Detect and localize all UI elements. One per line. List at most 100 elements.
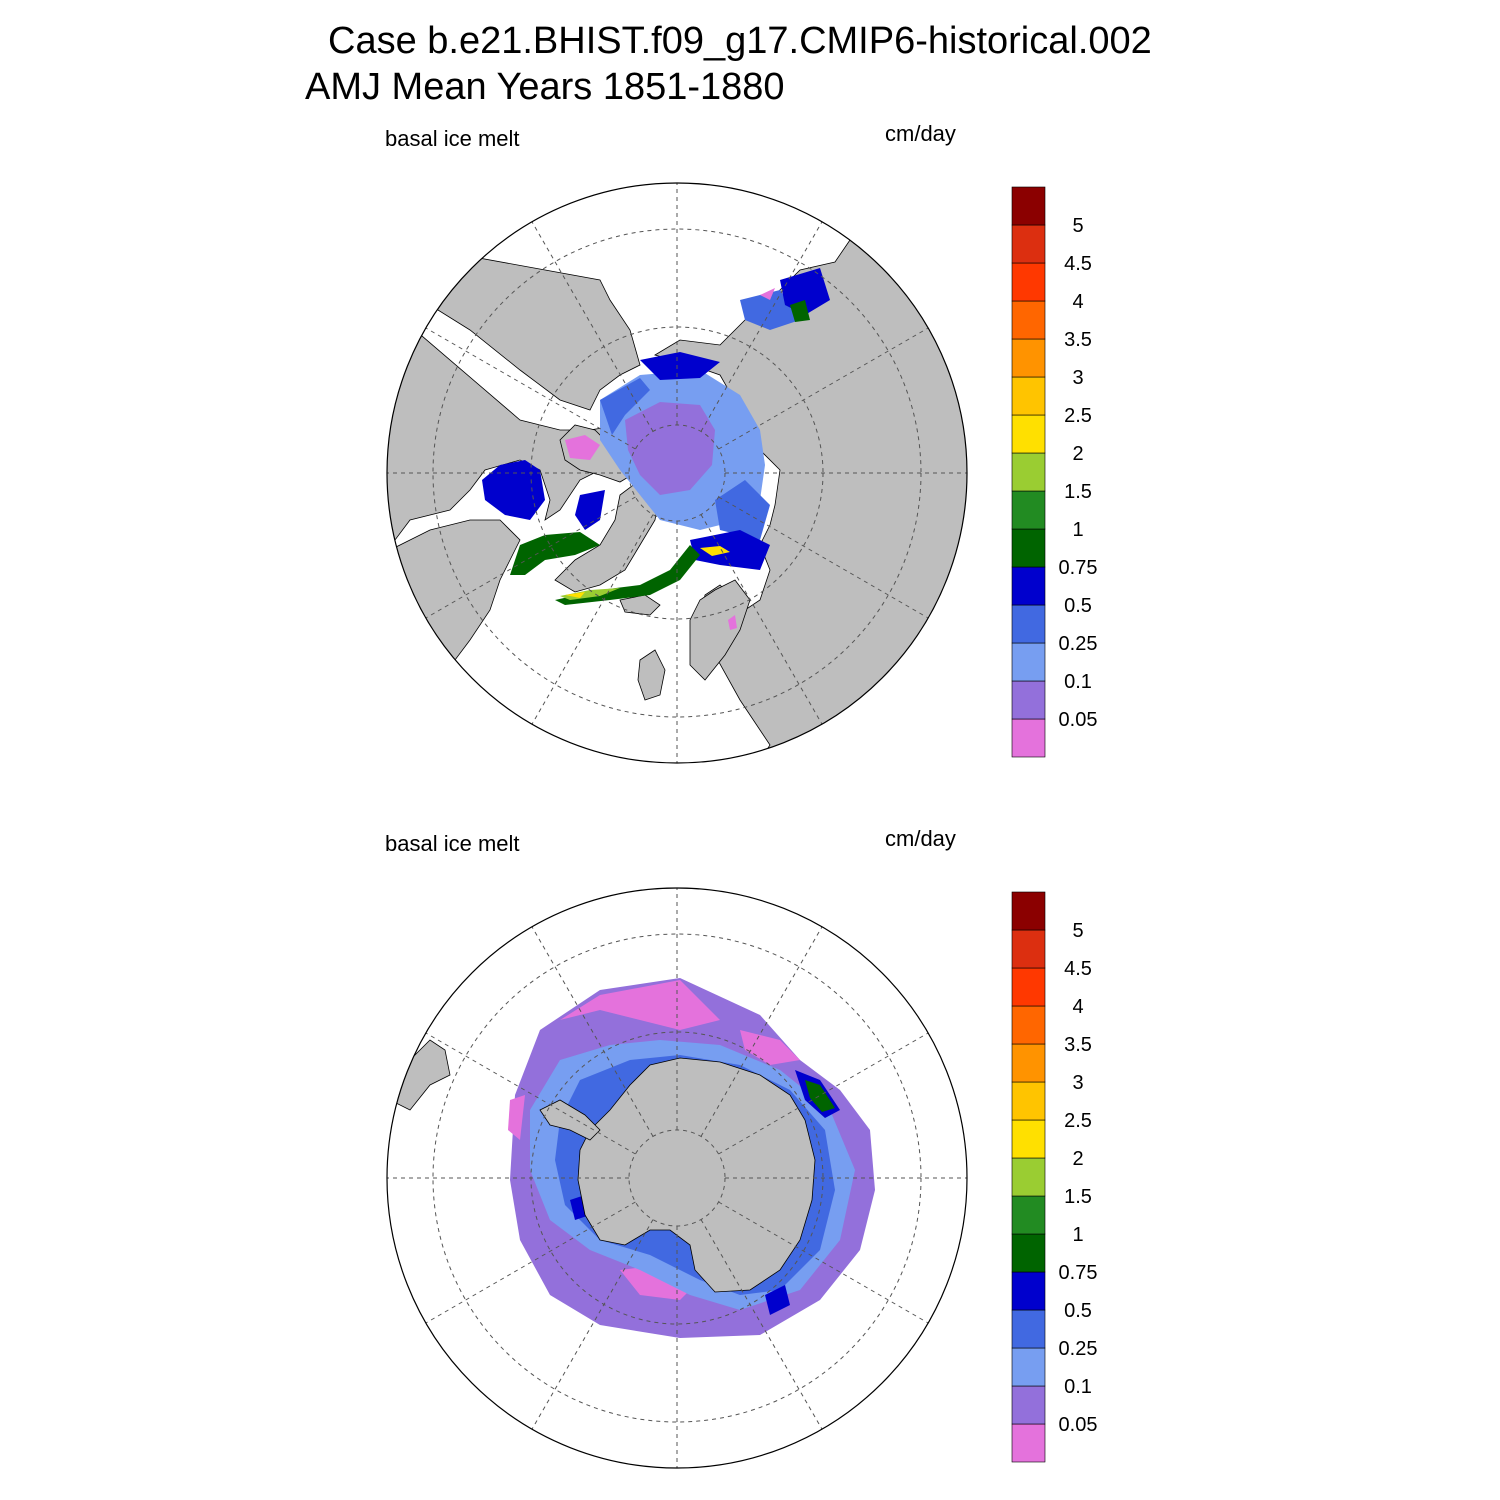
meridian-line [425, 496, 636, 619]
panel1-units-label: cm/day [885, 121, 956, 146]
melt-region-below-0.05 [740, 1030, 800, 1065]
colorbar-top-swatch [1011, 680, 1046, 720]
melt-region-0.5-0.75 [780, 268, 830, 315]
colorbar-bottom-swatch [1011, 1081, 1046, 1121]
antarctica-land [577, 1057, 816, 1293]
figure-title-line1: Case b.e21.BHIST.f09_g17.CMIP6-historica… [328, 20, 1152, 62]
colorbar-top-swatch [1011, 338, 1046, 378]
meridian-line [718, 1201, 929, 1324]
colorbar-bottom-swatch [1011, 1385, 1046, 1425]
colorbar-bottom-swatch [1011, 1423, 1046, 1463]
colorbar-bottom-swatch [1011, 967, 1046, 1007]
colorbar-bottom-tick-label: 4 [1072, 996, 1083, 1018]
melt-region-0.5-0.75 [640, 352, 720, 380]
panel1-variable-label: basal ice melt [385, 126, 520, 151]
melt-region-below-0.05 [560, 980, 720, 1030]
arctic-map-border [386, 182, 968, 764]
colorbar-top-tick-label: 3.5 [1064, 329, 1092, 351]
colorbar-bottom-swatch [1011, 1195, 1046, 1235]
colorbar-bottom-tick-label: 0.25 [1059, 1338, 1098, 1360]
colorbar-top-tick-label: 1 [1072, 519, 1083, 541]
colorbar-top-tick-label: 2.5 [1064, 405, 1092, 427]
british-isles-land [637, 649, 666, 701]
colorbar-top-tick-label: 0.75 [1059, 557, 1098, 579]
melt-region-2-2.5 [700, 546, 730, 556]
antarctic-map-panel [386, 887, 968, 1469]
colorbar-bottom-swatch [1011, 1309, 1046, 1349]
colorbar-bottom-tick-label: 0.5 [1064, 1300, 1092, 1322]
meridian-line [700, 1219, 823, 1430]
colorbar-top-tick-label: 0.1 [1064, 671, 1092, 693]
melt-region-0.05-0.1 [625, 402, 715, 495]
meridian-line [531, 221, 654, 432]
arctic-meridians [387, 183, 967, 763]
colorbar-top-swatch [1011, 642, 1046, 682]
colorbar-top-swatch [1011, 566, 1046, 606]
colorbar-top-swatch [1011, 186, 1046, 226]
colorbar-bottom-tick-label: 4.5 [1064, 958, 1092, 980]
colorbar-bottom-tick-label: 2.5 [1064, 1110, 1092, 1132]
figure-title-line2: AMJ Mean Years 1851-1880 [305, 66, 785, 108]
meridian-line [700, 926, 823, 1137]
meridian-line [700, 221, 823, 432]
colorbar-bottom-tick-label: 2 [1072, 1148, 1083, 1170]
panel2-variable-label: basal ice melt [385, 831, 520, 856]
colorbar-top-swatch [1011, 452, 1046, 492]
colorbar-bottom-tick-label: 0.1 [1064, 1376, 1092, 1398]
colorbar-bottom-tick-label: 3.5 [1064, 1034, 1092, 1056]
colorbar-bottom-swatch [1011, 1233, 1046, 1273]
melt-region-0.25-0.5 [600, 378, 650, 435]
colorbar-top-swatch [1011, 376, 1046, 416]
colorbar-top-swatch [1011, 262, 1046, 302]
colorbar-top: 0.05 0.1 0.25 0.5 0.75 1 1.5 2 2.5 3 3.5 4 4.5 5 [1011, 186, 1098, 758]
melt-region-0.75-1 [510, 532, 600, 575]
meridian-line [425, 1201, 636, 1324]
colorbar-bottom-tick-label: 1.5 [1064, 1186, 1092, 1208]
melt-region-0.5-0.75 [690, 530, 770, 570]
melt-region-0.5-0.75 [575, 490, 605, 530]
scandinavia-land [689, 579, 751, 681]
melt-region-0.75-1 [790, 300, 810, 322]
colorbar-top-tick-label: 2 [1072, 443, 1083, 465]
colorbar-top-tick-label: 5 [1072, 215, 1083, 237]
melt-region-below-0.05 [728, 615, 737, 630]
meridian-line [531, 514, 654, 725]
colorbar-top-swatch [1011, 300, 1046, 340]
colorbar-bottom-tick-label: 0.75 [1059, 1262, 1098, 1284]
colorbar-bottom-swatch [1011, 929, 1046, 969]
colorbar-top-tick-label: 0.25 [1059, 633, 1098, 655]
colorbar-bottom-swatch [1011, 891, 1046, 931]
colorbar-top-tick-label: 0.05 [1059, 709, 1098, 731]
colorbar-bottom: 0.05 0.1 0.25 0.5 0.75 1 1.5 2 2.5 3 3.5 4 4.5 5 [1011, 891, 1098, 1463]
meridian-line [718, 496, 929, 619]
antarctic-meridians [387, 888, 967, 1468]
panel2-units-label: cm/day [885, 826, 956, 851]
colorbar-bottom-tick-label: 3 [1072, 1072, 1083, 1094]
arctic-melt-field [482, 268, 830, 630]
colorbar-top-tick-label: 4 [1072, 291, 1083, 313]
colorbar-top-swatch [1011, 414, 1046, 454]
melt-region-below-0.05 [760, 288, 775, 300]
colorbar-bottom-swatch [1011, 1119, 1046, 1159]
meridian-line [425, 327, 636, 450]
colorbar-top-tick-label: 0.5 [1064, 595, 1092, 617]
colorbar-bottom-tick-label: 0.05 [1059, 1414, 1098, 1436]
meridian-line [531, 926, 654, 1137]
antarctic-peninsula-land [539, 1099, 601, 1141]
meridian-line [700, 514, 823, 725]
colorbar-top-tick-label: 1.5 [1064, 481, 1092, 503]
colorbar-bottom-tick-label: 1 [1072, 1224, 1083, 1246]
colorbar-bottom-swatch [1011, 1157, 1046, 1197]
colorbar-bottom-tick-label: 5 [1072, 920, 1083, 942]
melt-region-below-0.05 [565, 435, 600, 460]
colorbar-bottom-swatch [1011, 1347, 1046, 1387]
colorbar-top-tick-label: 4.5 [1064, 253, 1092, 275]
melt-region-0.5-0.75 [765, 1285, 790, 1315]
colorbar-top-swatch [1011, 490, 1046, 530]
colorbar-top-tick-label: 3 [1072, 367, 1083, 389]
arctic-map-panel [386, 182, 968, 764]
melt-region-2-2.5 [565, 592, 585, 598]
meridian-line [718, 1032, 929, 1155]
colorbar-bottom-swatch [1011, 1005, 1046, 1045]
